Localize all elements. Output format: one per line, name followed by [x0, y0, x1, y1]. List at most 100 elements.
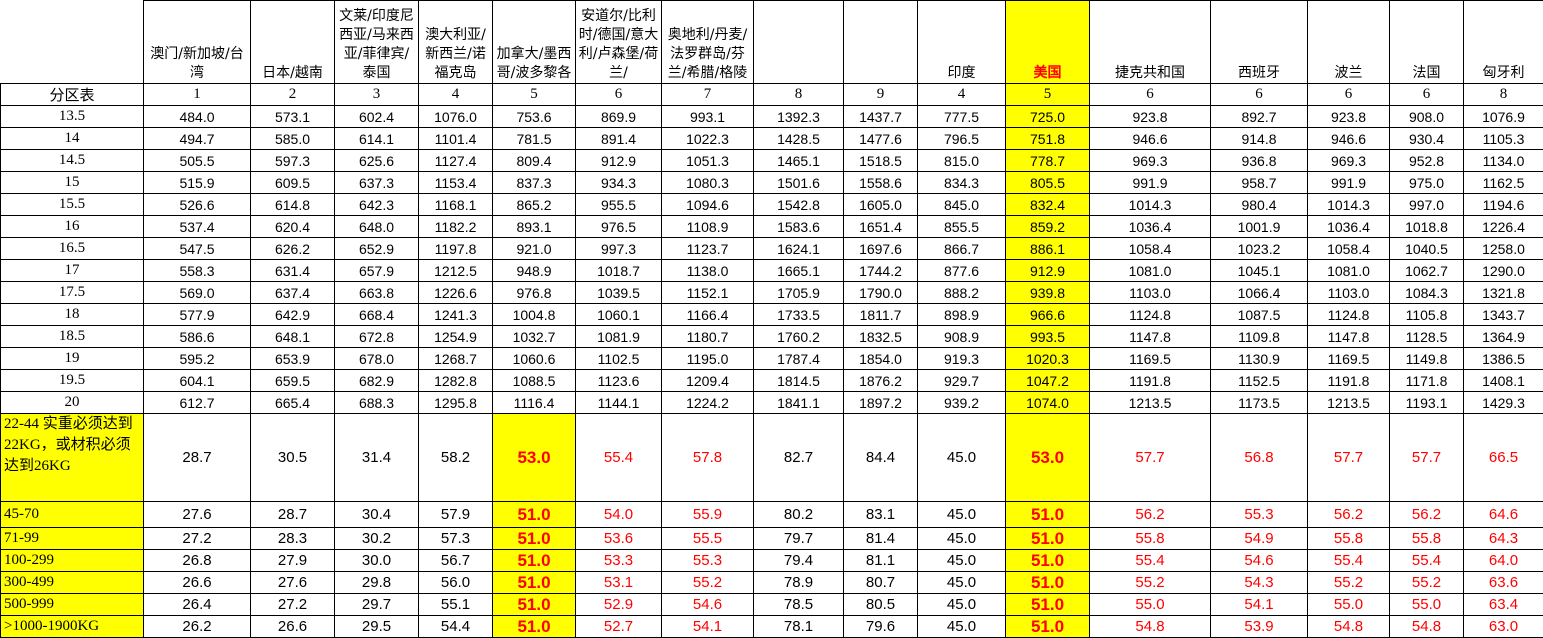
- price-cell: 993.1: [662, 106, 754, 128]
- price-cell: 1854.0: [844, 348, 918, 370]
- price-cell: 569.0: [144, 282, 251, 304]
- price-cell: 620.4: [251, 216, 335, 238]
- rate-per-kg-cell: 54.8: [1308, 616, 1390, 638]
- weight-bracket-label: 100-299: [1, 550, 144, 572]
- price-cell: 1060.6: [493, 348, 576, 370]
- rate-per-kg-cell: 55.3: [662, 550, 754, 572]
- weight-label: 15: [1, 172, 144, 194]
- rate-per-kg-cell: 55.0: [1308, 594, 1390, 616]
- rate-per-kg-cell: 55.4: [1090, 550, 1211, 572]
- rate-per-kg-cell: 54.6: [1211, 550, 1308, 572]
- rate-per-kg-cell: 51.0: [1006, 616, 1090, 638]
- price-cell: 1066.4: [1211, 282, 1308, 304]
- weight-label: 16: [1, 216, 144, 238]
- zone-cell: 3: [335, 84, 419, 106]
- weight-label: 18: [1, 304, 144, 326]
- rate-per-kg-cell: 55.8: [1390, 528, 1464, 550]
- price-cell: 1014.3: [1308, 194, 1390, 216]
- rate-per-kg-cell: 63.6: [1464, 572, 1543, 594]
- country-header-label: 捷克共和国: [1092, 64, 1208, 83]
- weight-label: 16.5: [1, 238, 144, 260]
- price-cell: 1076.0: [419, 106, 493, 128]
- price-cell: 1087.5: [1211, 304, 1308, 326]
- weight-label: 17.5: [1, 282, 144, 304]
- price-cell: 526.6: [144, 194, 251, 216]
- price-cell: 1123.6: [576, 370, 662, 392]
- price-cell: 659.5: [251, 370, 335, 392]
- rate-per-kg-cell: 51.0: [1006, 528, 1090, 550]
- weight-label: 15.5: [1, 194, 144, 216]
- country-header: 捷克共和国: [1090, 1, 1211, 84]
- rate-per-kg-cell: 55.5: [662, 528, 754, 550]
- price-cell: 751.8: [1006, 128, 1090, 150]
- rate-per-kg-cell: 51.0: [493, 594, 576, 616]
- rate-per-kg-cell: 54.1: [1211, 594, 1308, 616]
- price-cell: 688.3: [335, 392, 419, 414]
- weight-label: 17: [1, 260, 144, 282]
- country-header-label: 法国: [1392, 64, 1461, 83]
- price-cell: 595.2: [144, 348, 251, 370]
- price-cell: 1171.8: [1390, 370, 1464, 392]
- rate-per-kg-cell: 51.0: [493, 616, 576, 638]
- rate-per-kg-cell: 58.2: [419, 414, 493, 502]
- price-cell: 642.9: [251, 304, 335, 326]
- rate-per-kg-cell: 54.4: [419, 616, 493, 638]
- rate-per-kg-cell: 51.0: [1006, 502, 1090, 528]
- price-cell: 929.7: [918, 370, 1006, 392]
- price-cell: 914.8: [1211, 128, 1308, 150]
- rate-per-kg-cell: 56.2: [1308, 502, 1390, 528]
- rate-per-kg-cell: 54.1: [662, 616, 754, 638]
- rate-per-kg-cell: 83.1: [844, 502, 918, 528]
- rate-per-kg-cell: 30.2: [335, 528, 419, 550]
- price-cell: 1051.3: [662, 150, 754, 172]
- rate-per-kg-cell: 64.3: [1464, 528, 1543, 550]
- price-cell: 805.5: [1006, 172, 1090, 194]
- rate-per-kg-cell: 26.6: [144, 572, 251, 594]
- zone-cell: 2: [251, 84, 335, 106]
- price-cell: 614.8: [251, 194, 335, 216]
- price-cell: 1787.4: [754, 348, 844, 370]
- weight-bracket-label: 22-44 实重必须达到22KG，或材积必须达到26KG: [1, 414, 144, 502]
- country-header: 奥地利/丹麦/法罗群岛/芬兰/希腊/格陵: [662, 1, 754, 84]
- price-cell: 1665.1: [754, 260, 844, 282]
- price-cell: 1088.5: [493, 370, 576, 392]
- price-cell: 908.0: [1390, 106, 1464, 128]
- price-cell: 1123.7: [662, 238, 754, 260]
- price-cell: 1062.7: [1390, 260, 1464, 282]
- price-cell: 573.1: [251, 106, 335, 128]
- price-cell: 1705.9: [754, 282, 844, 304]
- country-header: 澳大利亚/新西兰/诺福克岛: [419, 1, 493, 84]
- price-cell: 1124.8: [1090, 304, 1211, 326]
- price-cell: 1811.7: [844, 304, 918, 326]
- rate-per-kg-cell: 57.7: [1308, 414, 1390, 502]
- rate-per-kg-cell: 45.0: [918, 594, 1006, 616]
- price-cell: 1020.3: [1006, 348, 1090, 370]
- rate-per-kg-cell: 82.7: [754, 414, 844, 502]
- rate-per-kg-cell: 54.8: [1390, 616, 1464, 638]
- price-cell: 625.6: [335, 150, 419, 172]
- country-header-label: 文莱/印度尼西亚/马来西亚/菲律宾/泰国: [337, 7, 416, 83]
- price-cell: 1058.4: [1308, 238, 1390, 260]
- price-cell: 1147.8: [1308, 326, 1390, 348]
- price-cell: 1152.5: [1211, 370, 1308, 392]
- price-cell: 1583.6: [754, 216, 844, 238]
- rate-per-kg-cell: 84.4: [844, 414, 918, 502]
- price-cell: 921.0: [493, 238, 576, 260]
- price-cell: 652.9: [335, 238, 419, 260]
- zone-row-label: 分区表: [1, 84, 144, 106]
- rate-per-kg-cell: 26.2: [144, 616, 251, 638]
- weight-bracket-label: >1000-1900KG: [1, 616, 144, 638]
- price-cell: 1733.5: [754, 304, 844, 326]
- price-cell: 1180.7: [662, 326, 754, 348]
- price-cell: 1209.4: [662, 370, 754, 392]
- price-cell: 919.3: [918, 348, 1006, 370]
- price-cell: 585.0: [251, 128, 335, 150]
